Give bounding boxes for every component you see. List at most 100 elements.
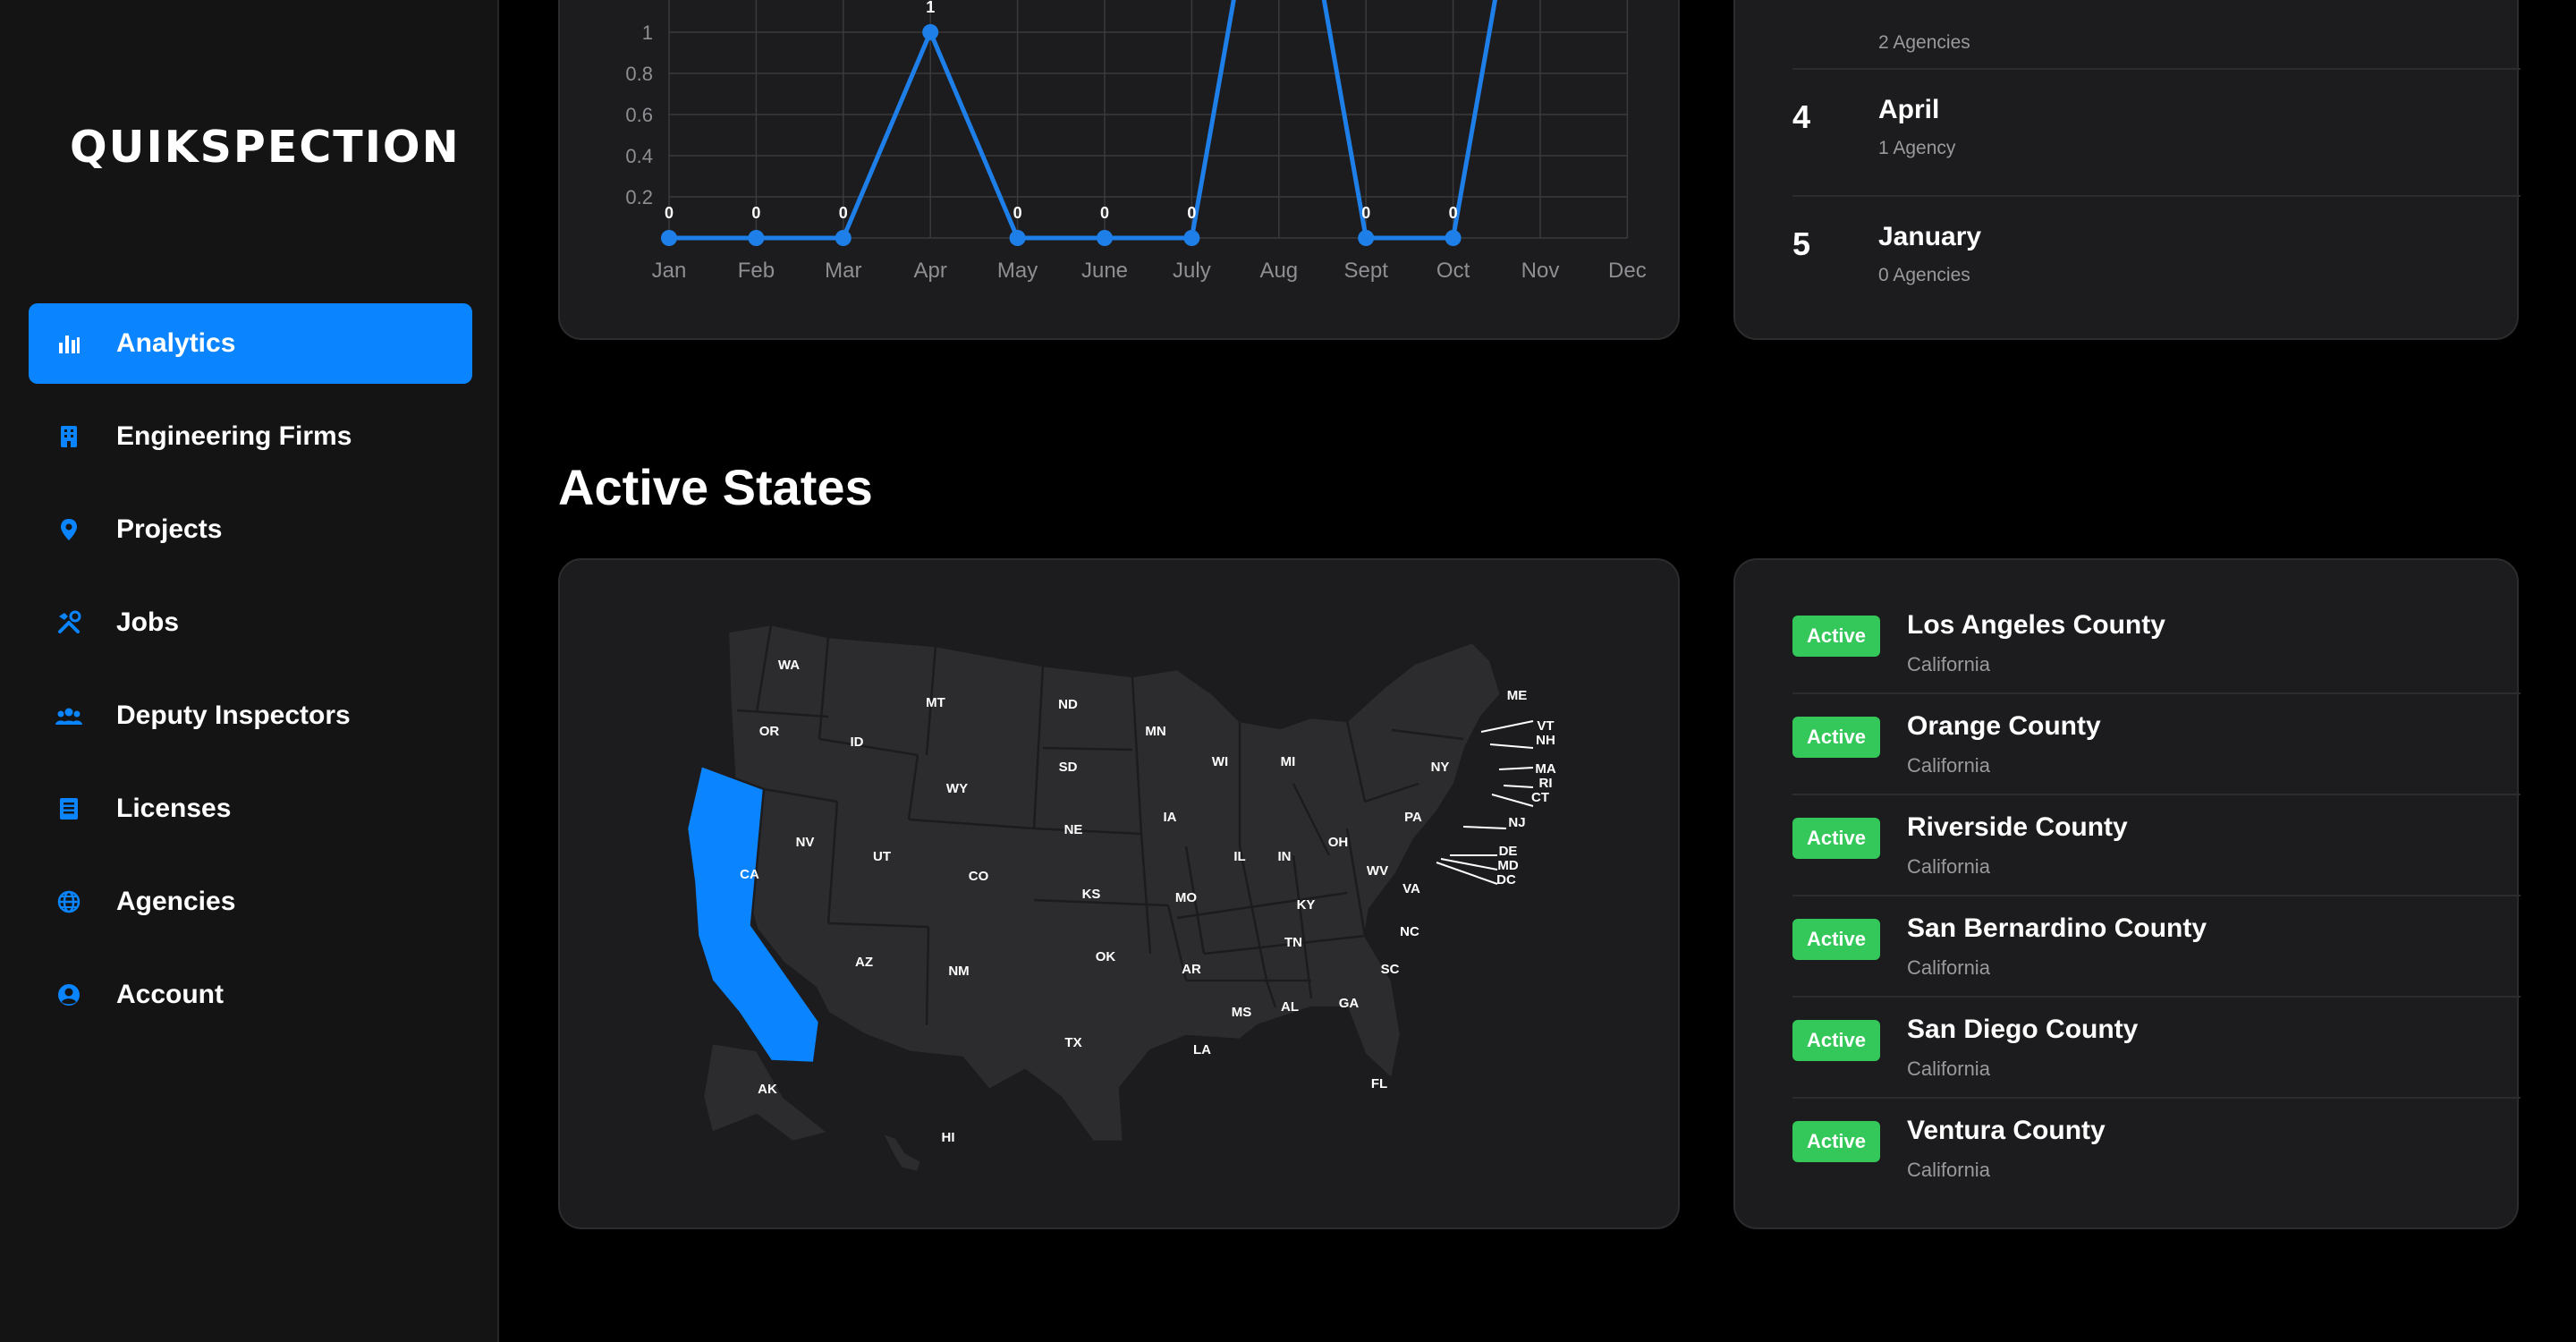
y-tick-label: 0.8 xyxy=(625,63,653,85)
y-tick-label: 0.4 xyxy=(625,145,653,167)
x-tick-label: Mar xyxy=(825,259,861,283)
state-label: VA xyxy=(1402,881,1420,896)
x-tick-label: Apr xyxy=(914,259,947,283)
state-label: MN xyxy=(1145,724,1165,739)
data-label: 1 xyxy=(926,0,935,16)
county-name: San Bernardino County xyxy=(1907,913,2207,943)
sidebar-item-label: Licenses xyxy=(116,794,232,823)
county-name: Ventura County xyxy=(1907,1116,2106,1145)
hawaii-shape xyxy=(879,1130,923,1174)
state-label: ID xyxy=(851,735,864,750)
data-label: 0 xyxy=(665,204,674,222)
ranking-count: 2 Agencies xyxy=(1878,32,1970,53)
us-mainland-shape xyxy=(726,623,1503,1143)
sidebar-item-label: Account xyxy=(116,980,224,1009)
data-point xyxy=(1445,230,1462,246)
globe-icon xyxy=(52,885,86,919)
california-shape xyxy=(685,764,821,1065)
state-label: NC xyxy=(1400,924,1419,939)
x-tick-label: Nov xyxy=(1521,259,1560,283)
sidebar-item-analytics[interactable]: Analytics xyxy=(29,303,472,384)
county-row[interactable]: Active San Diego County California xyxy=(1792,1002,2521,1103)
ranking-row: 4 April 1 Agency xyxy=(1792,95,2472,220)
county-row[interactable]: Active Riverside County California xyxy=(1792,800,2521,901)
county-state: California xyxy=(1907,1159,1990,1181)
state-label: CA xyxy=(740,867,759,882)
county-state: California xyxy=(1907,1057,1990,1080)
status-badge: Active xyxy=(1792,1020,1880,1061)
data-point xyxy=(1097,230,1113,246)
divider xyxy=(1792,195,2521,197)
state-label: VT xyxy=(1537,718,1554,734)
divider xyxy=(1792,794,2521,795)
sidebar-item-label: Engineering Firms xyxy=(116,421,352,451)
county-state: California xyxy=(1907,653,1990,675)
status-badge: Active xyxy=(1792,616,1880,657)
brand-logo[interactable]: QUIKSPECTION xyxy=(70,122,461,173)
divider xyxy=(1792,1097,2521,1099)
state-label: WY xyxy=(946,781,968,796)
county-row[interactable]: Active Orange County California xyxy=(1792,699,2521,800)
status-badge: Active xyxy=(1792,919,1880,960)
state-label: AZ xyxy=(855,955,873,970)
state-label: NV xyxy=(796,835,815,850)
x-tick-label: Jan xyxy=(652,259,687,283)
county-state: California xyxy=(1907,956,1990,979)
state-label: ND xyxy=(1058,697,1078,712)
data-label: 0 xyxy=(1100,204,1109,222)
state-label: NE xyxy=(1064,822,1083,837)
divider xyxy=(1792,996,2521,998)
sidebar-item-projects[interactable]: Projects xyxy=(29,489,472,570)
state-label: LA xyxy=(1193,1042,1211,1057)
sidebar-item-jobs[interactable]: Jobs xyxy=(29,582,472,663)
sidebar-item-label: Analytics xyxy=(116,328,236,358)
sidebar-nav: Analytics Engineering Firms Projects Job… xyxy=(29,303,472,1048)
sidebar-item-licenses[interactable]: Licenses xyxy=(29,769,472,849)
sidebar-item-agencies[interactable]: Agencies xyxy=(29,862,472,942)
ranking-count: 0 Agencies xyxy=(1878,265,1970,285)
data-label: 0 xyxy=(839,204,848,222)
ranking-count: 1 Agency xyxy=(1878,138,1956,158)
state-label: DC xyxy=(1496,872,1516,888)
monthly-chart-card: 0.2 0.4 0.6 0.8 1 Jan Feb Mar Apr May June July Aug S… xyxy=(558,0,1680,340)
data-point xyxy=(835,230,852,246)
divider xyxy=(1792,68,2521,70)
status-badge: Active xyxy=(1792,717,1880,758)
user-circle-icon xyxy=(52,978,86,1012)
county-name: San Diego County xyxy=(1907,1015,2139,1044)
us-map-card: WA OR CA NV ID MT WY UT CO AZ NM ND SD NE KS OK TX MN IA MO… xyxy=(558,558,1680,1229)
county-name: Los Angeles County xyxy=(1907,610,2165,640)
data-point xyxy=(661,230,677,246)
data-point xyxy=(922,24,939,40)
x-tick-label: July xyxy=(1173,259,1211,283)
y-tick-label: 0.6 xyxy=(625,104,653,126)
ranking-row: 2 Agencies xyxy=(1792,5,2472,131)
ranking-month: April xyxy=(1878,95,1940,124)
state-label: AR xyxy=(1182,962,1201,977)
state-label: OK xyxy=(1096,949,1116,964)
state-label: CT xyxy=(1531,790,1549,805)
county-row[interactable]: Active Los Angeles County California xyxy=(1792,598,2521,699)
sidebar-item-label: Deputy Inspectors xyxy=(116,701,351,730)
sidebar-item-engineering-firms[interactable]: Engineering Firms xyxy=(29,396,472,477)
ranking-number: 4 xyxy=(1792,98,1811,135)
ranking-row: 5 January 0 Agencies xyxy=(1792,222,2472,347)
state-label: OH xyxy=(1328,835,1349,850)
county-row[interactable]: Active Ventura County California xyxy=(1792,1103,2521,1204)
county-row[interactable]: Active San Bernardino County California xyxy=(1792,901,2521,1002)
state-label: ME xyxy=(1507,688,1528,703)
x-tick-label: May xyxy=(997,259,1038,283)
state-label: MI xyxy=(1281,754,1296,769)
data-label: 0 xyxy=(751,204,760,222)
sidebar-item-account[interactable]: Account xyxy=(29,955,472,1035)
tools-icon xyxy=(52,606,86,640)
sidebar-item-label: Agencies xyxy=(116,887,236,916)
sidebar-item-deputy-inspectors[interactable]: Deputy Inspectors xyxy=(29,675,472,756)
series-line xyxy=(1321,0,1368,239)
state-label: WV xyxy=(1367,863,1388,879)
state-label: AK xyxy=(758,1082,777,1097)
state-label: SD xyxy=(1059,760,1078,775)
state-label: CO xyxy=(969,869,989,884)
x-tick-label: Dec xyxy=(1608,259,1647,283)
state-label: IA xyxy=(1164,810,1177,825)
